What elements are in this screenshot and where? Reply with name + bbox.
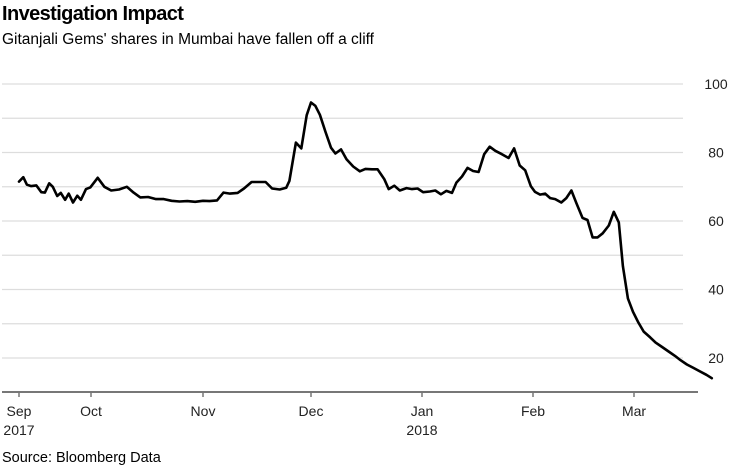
x-tick-year-label: 2017 bbox=[3, 422, 34, 438]
y-tick-label: 80 bbox=[708, 145, 724, 161]
x-tick-label: Jan bbox=[411, 403, 434, 419]
x-tick-label: Feb bbox=[521, 403, 545, 419]
x-tick-year-label: 2018 bbox=[406, 422, 437, 438]
source-note: Source: Bloomberg Data bbox=[2, 450, 161, 466]
x-tick-label: Oct bbox=[80, 403, 102, 419]
series-line-share-price bbox=[17, 101, 714, 380]
y-tick-label: 60 bbox=[708, 213, 724, 229]
x-axis: Sep 2017 Oct Nov Dec Jan 2018 Feb Mar bbox=[2, 391, 698, 438]
series-layer bbox=[17, 101, 714, 380]
y-axis: 20 40 60 80 100 bbox=[704, 76, 728, 366]
y-tick-label: 20 bbox=[708, 350, 724, 366]
y-tick-label: 40 bbox=[708, 282, 724, 298]
x-tick-label: Mar bbox=[622, 403, 646, 419]
y-tick-label: 100 bbox=[704, 76, 728, 92]
x-tick-label: Nov bbox=[191, 403, 216, 419]
chart-subtitle: Gitanjali Gems' shares in Mumbai have fa… bbox=[2, 31, 374, 48]
chart-title: Investigation Impact bbox=[2, 3, 184, 25]
x-tick-label: Dec bbox=[299, 403, 324, 419]
gridlines bbox=[2, 83, 683, 359]
x-tick-label: Sep bbox=[7, 403, 32, 419]
